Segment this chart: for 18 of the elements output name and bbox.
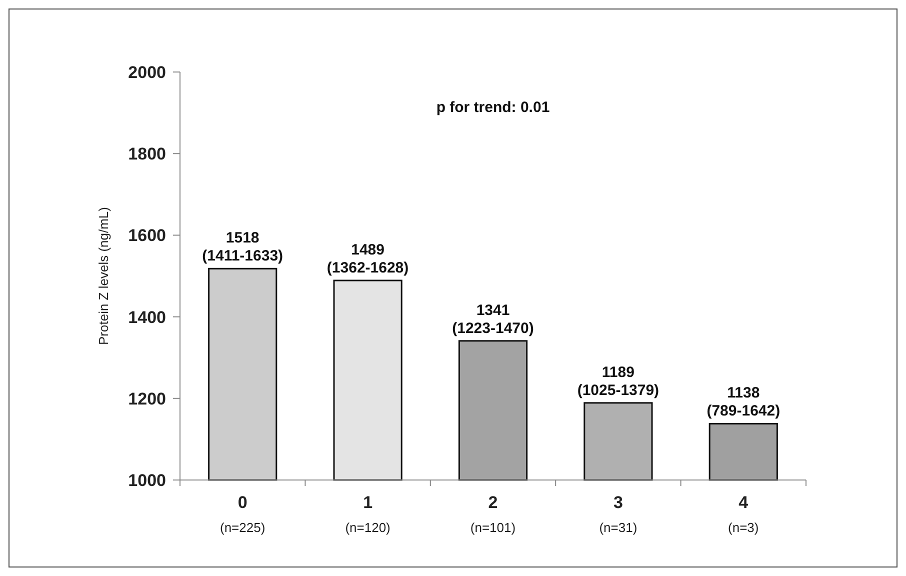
y-axis-title: Protein Z levels (ng/mL) xyxy=(96,207,111,345)
annotation: p for trend: 0.01 xyxy=(436,99,550,116)
y-tick-label: 2000 xyxy=(128,62,166,82)
y-tick-label: 1400 xyxy=(128,308,166,327)
x-tick-label: 1 (n=120) xyxy=(345,493,390,535)
x-tick-label: 4 (n=3) xyxy=(728,493,759,535)
data-label: 1341 (1223-1470) xyxy=(452,302,534,337)
data-label: 1189 (1025-1379) xyxy=(577,364,660,399)
x-tick-label: 2 (n=101) xyxy=(470,493,516,535)
y-tick-label: 1200 xyxy=(128,389,166,408)
y-tick-label: 1000 xyxy=(128,470,166,490)
y-tick-label: 1800 xyxy=(128,144,166,164)
data-label: 1138 (789-1642) xyxy=(706,384,780,420)
y-tick-label: 1600 xyxy=(128,226,166,246)
data-label: 1518 (1411-1633) xyxy=(202,230,284,265)
x-tick-label: 3 (n=31) xyxy=(599,493,638,535)
data-label: 1489 (1362-1628) xyxy=(326,241,409,276)
x-tick-label: 0 (n=225) xyxy=(220,493,266,535)
